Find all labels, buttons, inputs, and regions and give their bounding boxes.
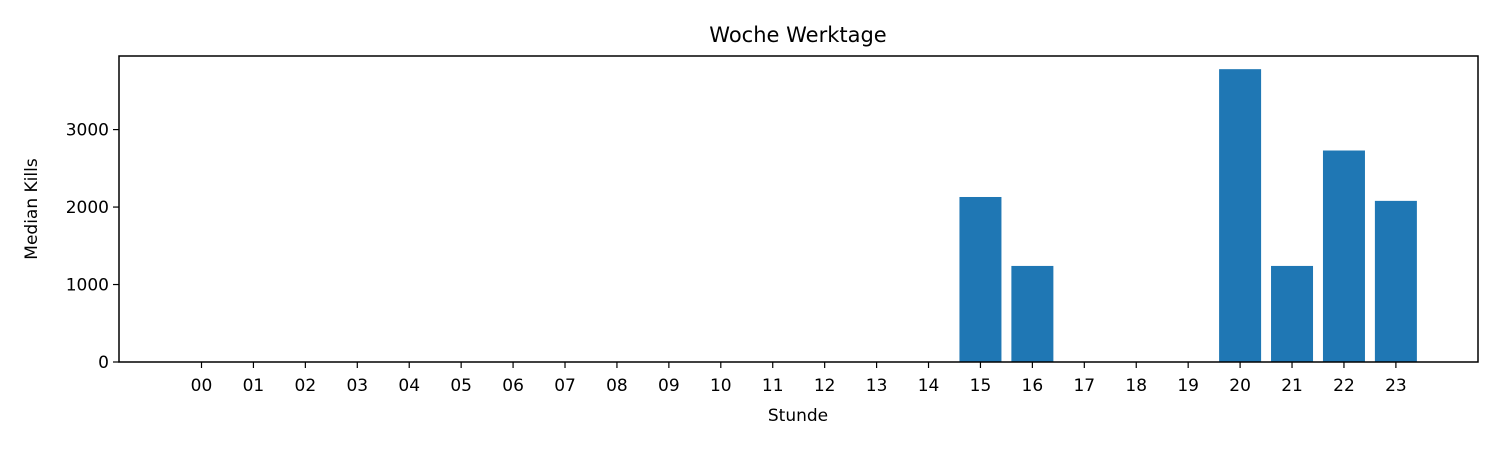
x-axis-ticks: 00 01 02 03 04 05 06 07 08 09 10 11 12 13 14 15 16 17 18 19…	[191, 362, 1407, 396]
x-tick-label: 05	[450, 376, 472, 396]
x-tick-label: 23	[1385, 376, 1407, 396]
x-tick-label: 09	[658, 376, 680, 396]
x-axis-label: Stunde	[768, 406, 828, 426]
x-tick-label: 11	[762, 376, 784, 396]
x-tick-label: 19	[1177, 376, 1199, 396]
bar-15	[959, 196, 1002, 362]
x-tick-label: 12	[814, 376, 836, 396]
bars-group	[959, 69, 1417, 363]
x-tick-label: 00	[191, 376, 213, 396]
x-tick-label: 16	[1022, 376, 1044, 396]
x-tick-label: 18	[1125, 376, 1147, 396]
bar-23	[1374, 200, 1417, 362]
x-tick-label: 10	[710, 376, 732, 396]
y-tick-label: 2000	[66, 198, 109, 218]
plot-frame	[118, 55, 1479, 363]
x-tick-label: 14	[918, 376, 940, 396]
y-tick-label: 1000	[66, 276, 109, 296]
x-tick-label: 22	[1333, 376, 1355, 396]
x-tick-label: 15	[970, 376, 992, 396]
x-tick-label: 01	[243, 376, 265, 396]
x-tick-label: 20	[1229, 376, 1251, 396]
x-tick-label: 21	[1281, 376, 1303, 396]
x-tick-label: 02	[295, 376, 317, 396]
x-tick-label: 03	[346, 376, 368, 396]
x-tick-label: 17	[1073, 376, 1095, 396]
x-tick-label: 06	[502, 376, 524, 396]
bar-16	[1011, 265, 1054, 362]
y-tick-label: 3000	[66, 121, 109, 141]
y-axis-ticks: 0 1000 2000 3000	[66, 121, 119, 373]
y-axis-label: Median Kills	[22, 158, 42, 260]
chart-title: Woche Werktage	[709, 23, 886, 47]
x-tick-label: 08	[606, 376, 628, 396]
x-tick-label: 04	[398, 376, 420, 396]
y-tick-label: 0	[98, 353, 109, 373]
x-tick-label: 07	[554, 376, 576, 396]
bar-21	[1271, 265, 1314, 362]
x-tick-label: 13	[866, 376, 888, 396]
bar-20	[1219, 69, 1262, 363]
bar-22	[1322, 150, 1365, 362]
